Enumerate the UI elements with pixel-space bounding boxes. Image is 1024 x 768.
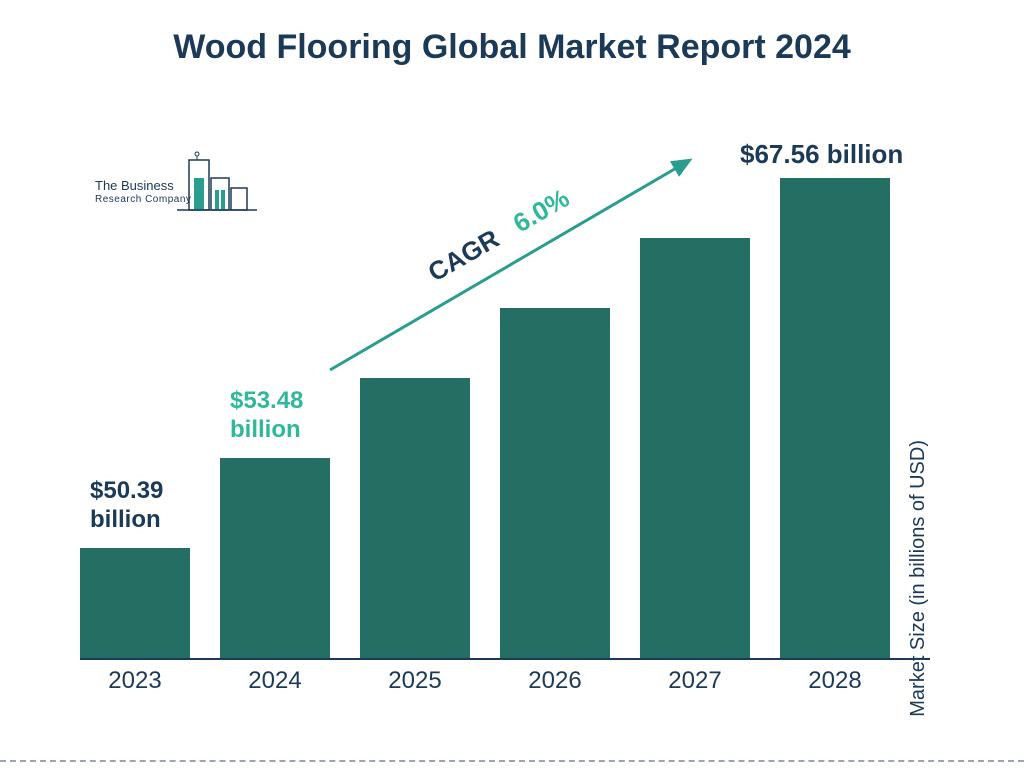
xlabel-2026: 2026	[500, 667, 610, 695]
bar-2026	[500, 308, 610, 658]
bar-2023	[80, 548, 190, 658]
bar-2028	[780, 178, 890, 658]
chart-title-text: Wood Flooring Global Market Report 2024	[173, 28, 851, 66]
bar-2024	[220, 458, 330, 658]
value-label-0: $50.39billion	[90, 477, 163, 535]
chart-title: Wood Flooring Global Market Report 2024	[0, 28, 1024, 67]
bar-2027	[640, 238, 750, 658]
xlabel-2024: 2024	[220, 667, 330, 695]
value-label-1: $53.48billion	[230, 387, 303, 445]
chart-baseline	[80, 658, 930, 660]
bottom-divider	[0, 760, 1024, 762]
xlabel-2027: 2027	[640, 667, 750, 695]
xlabel-2023: 2023	[80, 667, 190, 695]
value-label-2: $67.56 billion	[740, 139, 903, 170]
y-axis-label: Market Size (in billions of USD)	[907, 440, 930, 717]
xlabel-2028: 2028	[780, 667, 890, 695]
bar-chart: 2023 2024 2025 2026 2027 2028 $50.39billion $5…	[80, 140, 920, 700]
cagr-word: CAGR	[423, 223, 504, 287]
cagr-label: CAGR 6.0%	[423, 183, 575, 289]
cagr-value: 6.0%	[508, 183, 574, 239]
bar-2025	[360, 378, 470, 658]
xlabel-2025: 2025	[360, 667, 470, 695]
